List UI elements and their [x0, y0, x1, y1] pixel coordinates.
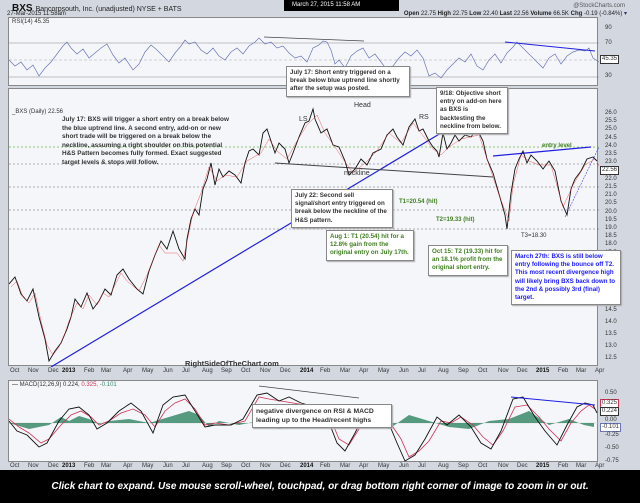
rsi-panel: RSI(14) 45.35 — [8, 17, 599, 86]
note-mar27: March 27th: BXS is still below entry fol… — [511, 250, 621, 306]
macd-hist-value: -0.101 — [600, 423, 622, 432]
price-plot — [9, 107, 599, 367]
symbol-title: BXS Bancorpsouth, Inc. (unadjusted) NYSE … — [12, 3, 182, 14]
stockcharts-credit: @StockCharts.com — [573, 3, 625, 9]
t3-label: T3=18.30 — [521, 233, 547, 239]
note-divergence: negative divergence on RSI & MACD leadin… — [252, 404, 392, 428]
rsi-current-value: 45.35 — [600, 55, 620, 64]
date-banner: March 27, 2015 11:58 AM — [284, 0, 399, 11]
note-july22: July 22: Second sell signal/short entry … — [291, 189, 393, 228]
price-current-value: 22.56 — [600, 166, 620, 175]
x-axis-price: Oct Nov Dec 2013 Feb Mar Apr May Jun Jul Aug Sep Oct… — [10, 368, 605, 374]
note-sep18: 9/18: Objective short entry on add-on he… — [436, 87, 508, 135]
right-shoulder-label: RS — [419, 114, 429, 121]
rsi-axis: 90 70 45.35 30 — [600, 25, 620, 79]
neckline-label: neckline — [344, 170, 370, 177]
macd-value: 0.224 — [600, 407, 620, 416]
rsi-line — [9, 36, 599, 79]
note-aug1: Aug 1: T1 (20.54) hit for a 12.8% gain f… — [326, 230, 414, 261]
head-label: Head — [354, 102, 371, 109]
chart-datetime: 27-Mar-2015 11:58am — [7, 11, 66, 17]
note-july17-entry: July 17: Short entry triggered on a brea… — [286, 66, 410, 97]
t2-label: T2=19.33 (hit) — [436, 217, 475, 223]
price-label: _BXS (Daily) 22.56 — [12, 109, 64, 115]
footer-caption: Click chart to expand. Use mouse scroll-… — [0, 470, 640, 503]
rsi-label: RSI(14) 45.35 — [12, 19, 50, 25]
macd-label: — MACD(12,26,9) 0.224, 0.325, -0.101 — [12, 382, 117, 388]
chart-image[interactable]: BXS Bancorpsouth, Inc. (unadjusted) NYSE … — [0, 0, 640, 470]
x-axis-macd: Oct Nov Dec 2013 Feb Mar Apr May Jun Jul Aug Sep Oct… — [10, 463, 605, 469]
ticker: BXS — [12, 3, 33, 14]
note-oct15: Oct 15: T2 (19.33) hit for an 18.1% prof… — [428, 245, 508, 276]
ohlc-summary: Open 22.75 High 22.75 Low 22.40 Last 22.… — [403, 11, 627, 17]
note-july17-setup: July 17: BXS will trigger a short entry … — [62, 116, 229, 166]
watermark: RightSideOfTheChart.com — [185, 359, 279, 368]
left-shoulder-label: LS — [299, 116, 308, 123]
t1-label: T1=20.54 (hit) — [399, 199, 438, 205]
price-axis: 26.0 25.5 25.0 24.5 24.0 23.5 23.0 22.56… — [600, 110, 620, 361]
entry-level-label: entry level — [542, 143, 572, 149]
macd-axis: 0.50 0.325 0.224 0.00 -0.101 -0.25 -0.50… — [600, 390, 622, 464]
company-name: Bancorpsouth, Inc. (unadjusted) NYSE + B… — [35, 6, 182, 13]
